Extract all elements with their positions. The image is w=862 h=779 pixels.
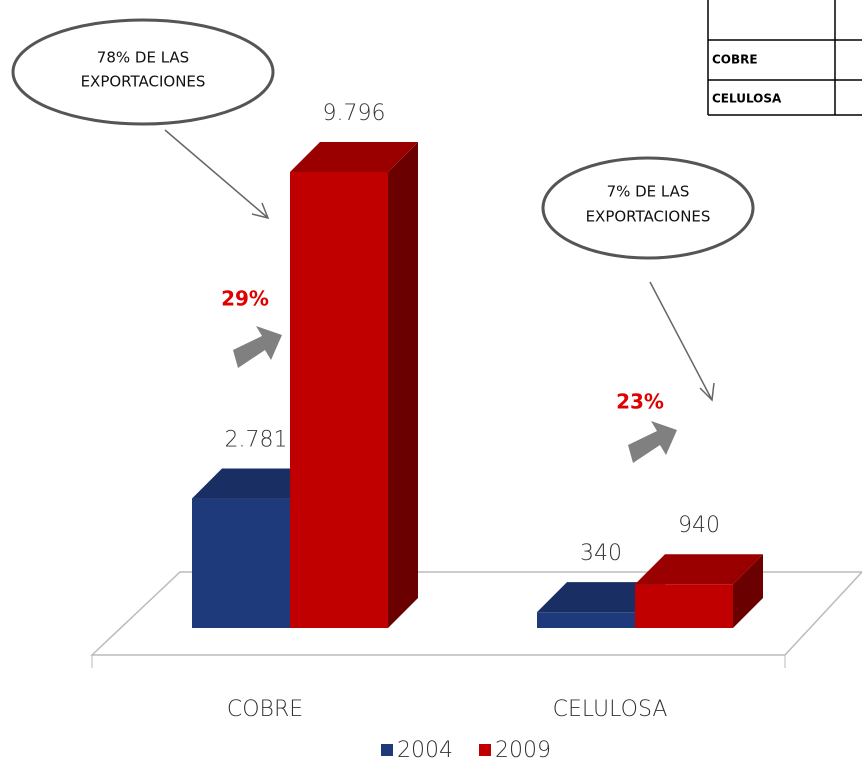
- x-tick-label: COBRE: [227, 697, 303, 722]
- legend-swatch: [479, 744, 491, 756]
- bar: [290, 172, 388, 628]
- bar-top: [635, 554, 763, 585]
- value-label: 9.796: [323, 101, 386, 126]
- callout-arrow: [251, 202, 270, 220]
- value-label: 940: [678, 513, 720, 538]
- table: [707, 0, 862, 116]
- growth-label: 23%: [616, 390, 664, 414]
- bar-top: [192, 468, 320, 499]
- bar-top: [290, 142, 418, 172]
- table-cell: CELULOSA: [712, 92, 782, 106]
- bars: [192, 142, 763, 628]
- legend: 2004 2009: [381, 738, 551, 763]
- legend-swatch: [381, 744, 393, 756]
- callout: [11, 18, 275, 126]
- bar-side: [388, 142, 418, 628]
- legend-label: 2004: [397, 738, 453, 763]
- value-label: 340: [580, 541, 622, 566]
- table-cell: COBRE: [712, 53, 758, 67]
- value-label: 2.781: [225, 428, 288, 453]
- callout-text: EXPORTACIONES: [81, 73, 206, 91]
- growth-arrow: [628, 421, 677, 463]
- x-tick-label: CELULOSA: [553, 697, 668, 722]
- callout-arrow: [699, 382, 715, 402]
- callout-text: 78% DE LAS: [97, 49, 189, 67]
- bar: [635, 584, 733, 628]
- growth-label: 29%: [221, 287, 269, 311]
- legend-label: 2009: [495, 738, 551, 763]
- callout: [541, 156, 755, 260]
- callout-text: EXPORTACIONES: [586, 208, 711, 226]
- bar-side: [733, 554, 763, 628]
- callout-arrow: [164, 129, 269, 219]
- bar: [537, 612, 635, 628]
- callout-text: 7% DE LAS: [607, 183, 690, 201]
- bar: [192, 498, 290, 628]
- bar-top: [537, 582, 665, 613]
- growth-arrow: [233, 326, 282, 368]
- callout-arrow: [649, 281, 713, 401]
